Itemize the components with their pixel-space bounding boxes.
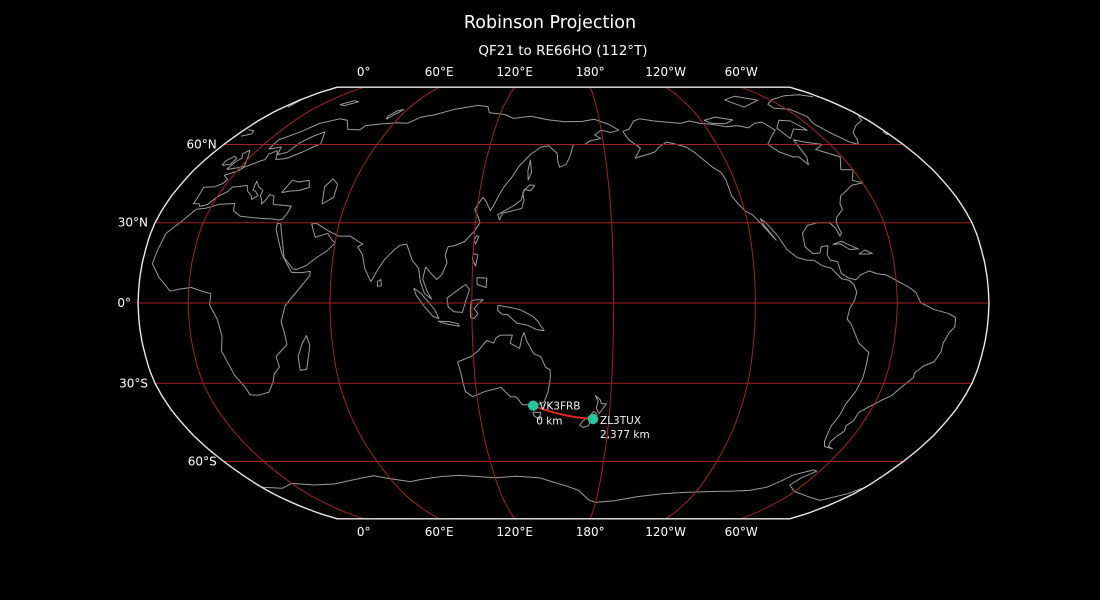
coastline-path <box>527 159 532 181</box>
meridian-line-60°W <box>740 86 898 520</box>
tick-label-bottom: 60°E <box>425 525 454 539</box>
coastline-path <box>469 299 484 319</box>
outline-group <box>137 86 990 520</box>
title-group: Robinson Projection QF21 to RE66HO (112°T… <box>464 13 648 59</box>
tick-label-left: 30°N <box>118 216 148 230</box>
tick-label-bottom: 120°W <box>645 525 686 539</box>
meridian-line-180° <box>589 87 615 519</box>
coastline-path <box>622 118 957 450</box>
coastline-path <box>240 129 888 137</box>
meridian-line-60°E <box>329 86 440 520</box>
tick-label-bottom: 120°E <box>496 525 533 539</box>
tick-label-top: 120°W <box>645 65 686 79</box>
tick-label-top: 0° <box>357 65 371 79</box>
graticule-group <box>138 86 989 520</box>
tick-label-bottom: 0° <box>357 525 371 539</box>
tick-label-top: 60°W <box>725 65 758 79</box>
tick-label-left: 0° <box>117 296 131 310</box>
coastline-path <box>339 100 360 107</box>
coastline-path <box>532 411 542 420</box>
coastline-path <box>151 104 620 396</box>
coastline-path <box>321 178 339 205</box>
meridian-line-120°E <box>471 86 516 520</box>
coastline-path <box>297 335 311 371</box>
coastline-path <box>281 179 310 194</box>
great-circle-path <box>532 404 594 420</box>
meridian-line-120°W <box>665 86 756 520</box>
figure-title: Robinson Projection <box>464 13 636 33</box>
marker-distance-label: 2,377 km <box>600 429 650 441</box>
tick-label-top: 120°E <box>496 65 533 79</box>
coastline-path <box>776 119 808 139</box>
coastline-path <box>457 331 551 407</box>
coastline-path <box>226 149 251 170</box>
coastline-path <box>413 287 440 319</box>
tick-label-bottom: 180° <box>576 525 605 539</box>
marker-dot-VK3FRB <box>528 400 539 411</box>
marker-distance-label: 0 km <box>536 416 562 428</box>
coastline-path <box>385 109 405 120</box>
tick-label-top: 60°E <box>425 65 454 79</box>
coastline-path <box>221 155 238 166</box>
tick-label-left: 60°S <box>188 455 217 469</box>
tick-label-left: 30°S <box>119 376 148 390</box>
marker-dot-ZL3TUX <box>587 413 599 425</box>
marker-callsign-label: ZL3TUX <box>600 415 641 427</box>
coastline-path <box>497 304 545 332</box>
coastline-path <box>703 116 734 125</box>
coastline-path <box>261 469 863 503</box>
coastline-path <box>724 95 759 108</box>
coastline-path <box>832 240 859 250</box>
coastline-path <box>287 94 863 145</box>
marker-callsign-label: VK3FRB <box>539 401 580 413</box>
tick-labels-group: 0° 0° 60°E 60°E 120°E 120°E 180° 180° 120°W 120°W… <box>117 65 757 539</box>
coastline-path <box>858 249 873 255</box>
map-outline <box>137 86 990 520</box>
coastlines-group <box>151 94 957 503</box>
coastline-path <box>473 235 480 245</box>
meridian-line-0° <box>187 86 364 520</box>
figure-subtitle: QF21 to RE66HO (112°T) <box>478 43 647 59</box>
tick-label-left: 60°N <box>186 137 216 151</box>
tick-label-top: 180° <box>576 65 605 79</box>
tick-label-bottom: 60°W <box>725 525 758 539</box>
route-group: VK3FRB 0 km ZL3TUX 2,377 km <box>528 400 650 441</box>
coastline-path <box>437 320 460 327</box>
coastline-path <box>594 394 607 414</box>
coastline-path <box>446 284 470 313</box>
coastline-path <box>476 277 488 288</box>
coastline-path <box>376 279 382 287</box>
coastline-path <box>497 184 536 221</box>
